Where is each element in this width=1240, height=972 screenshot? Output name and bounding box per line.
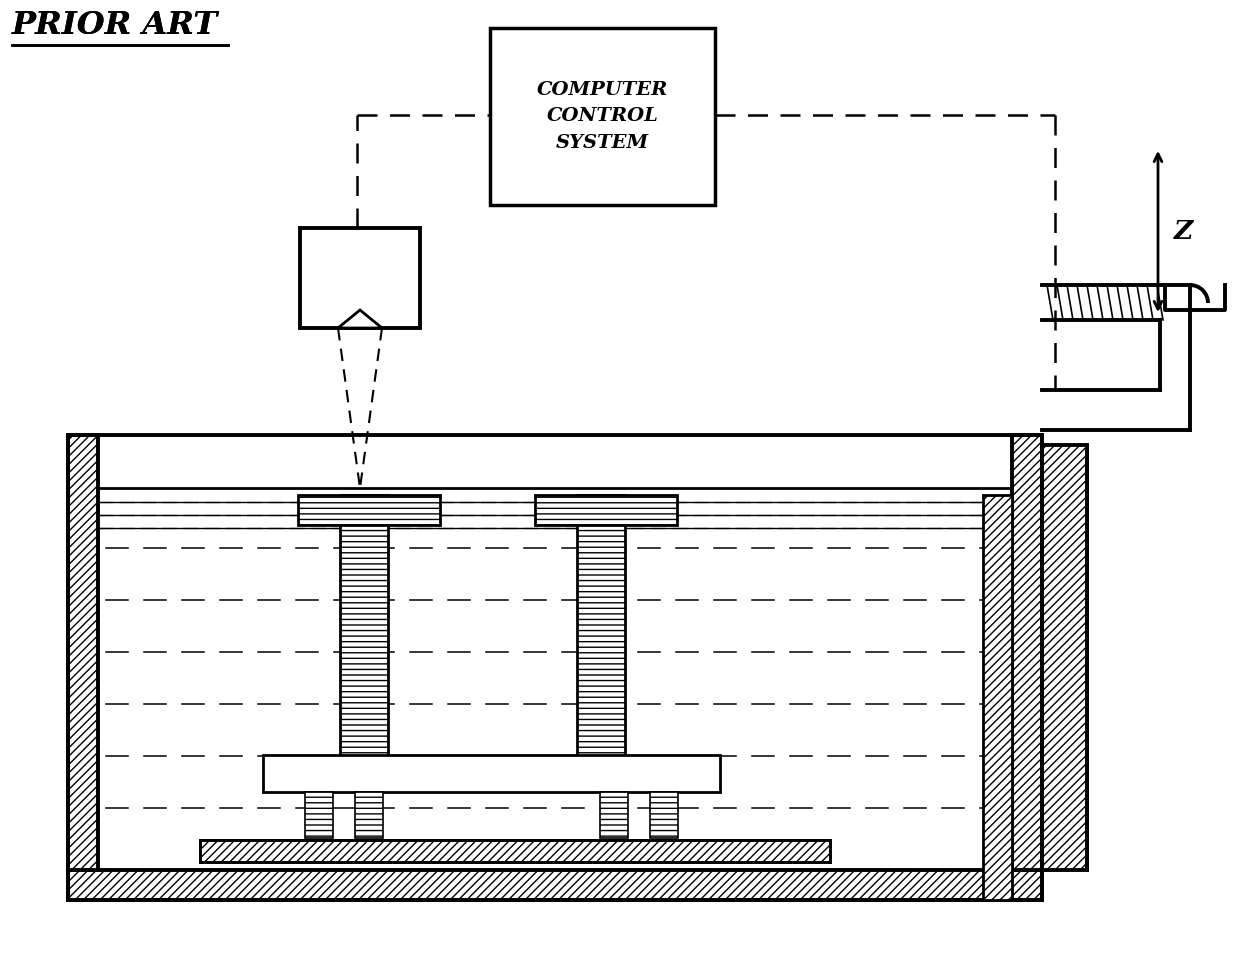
Bar xyxy=(298,495,440,525)
Bar xyxy=(355,792,383,838)
Bar xyxy=(68,870,1042,900)
Bar xyxy=(200,840,830,862)
Bar xyxy=(983,495,1012,900)
Bar xyxy=(340,495,388,760)
Bar xyxy=(1012,435,1042,870)
Bar xyxy=(1042,445,1087,870)
Bar xyxy=(490,28,715,205)
Bar xyxy=(263,755,720,792)
Text: Z: Z xyxy=(1174,219,1193,244)
Bar xyxy=(577,495,625,760)
Text: PRIOR ART: PRIOR ART xyxy=(12,10,218,41)
Bar xyxy=(534,495,677,525)
Text: COMPUTER
CONTROL
SYSTEM: COMPUTER CONTROL SYSTEM xyxy=(537,81,668,152)
Bar xyxy=(305,792,334,838)
Text: PRIOR ART: PRIOR ART xyxy=(12,10,218,41)
Bar xyxy=(600,792,627,838)
Bar xyxy=(68,435,98,870)
Bar xyxy=(300,228,420,328)
Bar xyxy=(650,792,678,838)
Bar xyxy=(200,840,830,862)
Polygon shape xyxy=(339,310,382,328)
